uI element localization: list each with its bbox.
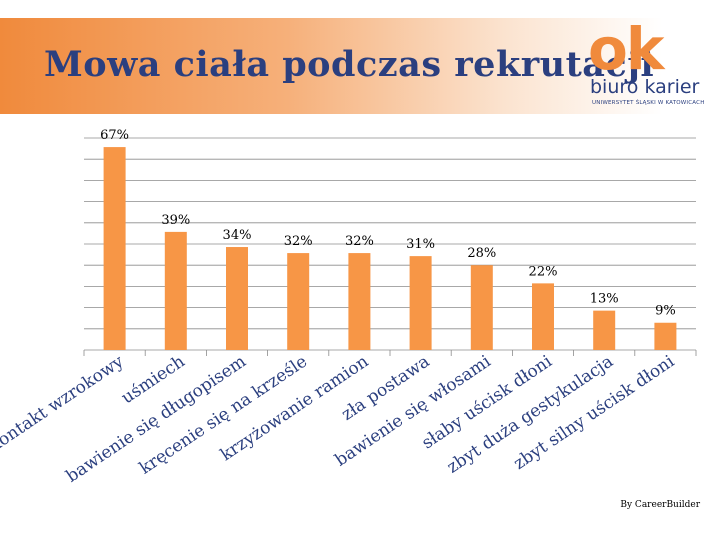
data-label: 28% — [467, 246, 496, 261]
biuro-karier-logo: ok biuro karier UNIWERSYTET ŚLĄSKI W KAT… — [588, 20, 716, 112]
title-band — [0, 18, 720, 114]
data-label: 22% — [529, 264, 558, 279]
logo-mark: ok — [588, 15, 664, 83]
data-label: 31% — [406, 237, 435, 252]
bar — [164, 231, 187, 350]
bar — [287, 253, 310, 350]
data-label: 39% — [161, 213, 190, 228]
bar — [348, 253, 371, 350]
logo-subtitle: UNIWERSYTET ŚLĄSKI W KATOWICACH — [592, 100, 705, 106]
data-label: 32% — [284, 234, 313, 249]
slide-title: Mowa ciała podczas rekrutacji — [44, 44, 655, 85]
data-label: 13% — [590, 292, 619, 307]
data-label: 32% — [345, 234, 374, 249]
bar — [103, 147, 126, 350]
data-label: 9% — [655, 304, 676, 319]
logo-name: biuro karier — [590, 76, 700, 98]
data-label: 67% — [100, 128, 129, 143]
bar — [409, 256, 432, 350]
bar — [532, 283, 554, 350]
bar — [654, 322, 677, 350]
bar — [593, 310, 616, 350]
source-credit: By CareerBuilder — [620, 500, 700, 510]
bar — [226, 247, 248, 350]
bar — [470, 265, 493, 350]
data-label: 34% — [223, 228, 252, 243]
